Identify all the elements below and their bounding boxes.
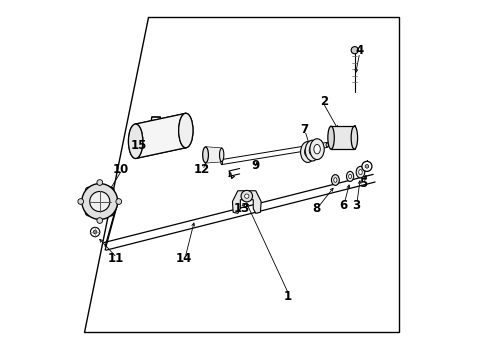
Ellipse shape xyxy=(326,143,329,147)
Circle shape xyxy=(362,161,372,171)
Text: 5: 5 xyxy=(359,177,368,190)
Text: 8: 8 xyxy=(313,202,321,215)
Text: 2: 2 xyxy=(320,95,328,108)
Circle shape xyxy=(91,227,100,237)
Ellipse shape xyxy=(128,124,143,158)
Polygon shape xyxy=(232,191,261,213)
Ellipse shape xyxy=(346,171,354,181)
Text: 12: 12 xyxy=(194,163,210,176)
Text: 1: 1 xyxy=(284,290,292,303)
Ellipse shape xyxy=(305,140,319,161)
Text: 14: 14 xyxy=(176,252,192,265)
Ellipse shape xyxy=(359,170,362,175)
Ellipse shape xyxy=(179,113,193,148)
Ellipse shape xyxy=(304,147,311,157)
Text: 15: 15 xyxy=(131,139,147,152)
Circle shape xyxy=(93,230,97,234)
Circle shape xyxy=(97,218,102,224)
Text: 7: 7 xyxy=(300,123,308,136)
Circle shape xyxy=(82,184,118,220)
Text: 4: 4 xyxy=(356,44,364,57)
Ellipse shape xyxy=(179,113,193,148)
Ellipse shape xyxy=(309,146,316,155)
Circle shape xyxy=(78,199,84,204)
Ellipse shape xyxy=(334,178,337,182)
Circle shape xyxy=(97,180,102,185)
Text: 10: 10 xyxy=(113,163,129,176)
Circle shape xyxy=(116,199,122,204)
Ellipse shape xyxy=(220,148,224,162)
Circle shape xyxy=(85,209,93,216)
Text: 9: 9 xyxy=(252,159,260,172)
Circle shape xyxy=(85,187,93,194)
Circle shape xyxy=(365,165,368,168)
Circle shape xyxy=(241,190,252,202)
Circle shape xyxy=(107,209,114,216)
Circle shape xyxy=(245,194,249,198)
Ellipse shape xyxy=(328,126,334,149)
Circle shape xyxy=(351,46,358,54)
Polygon shape xyxy=(331,126,354,149)
Ellipse shape xyxy=(314,144,320,154)
Circle shape xyxy=(107,187,114,194)
Ellipse shape xyxy=(356,166,365,178)
Ellipse shape xyxy=(203,147,208,163)
Polygon shape xyxy=(136,113,186,158)
Polygon shape xyxy=(84,17,399,332)
Text: 13: 13 xyxy=(233,202,249,215)
Ellipse shape xyxy=(349,174,351,179)
Ellipse shape xyxy=(310,139,324,159)
Text: 3: 3 xyxy=(352,199,360,212)
Text: 11: 11 xyxy=(108,252,124,265)
Ellipse shape xyxy=(351,126,358,149)
Polygon shape xyxy=(205,147,221,163)
Ellipse shape xyxy=(221,159,222,165)
Circle shape xyxy=(90,192,110,212)
Ellipse shape xyxy=(331,175,339,185)
Text: 6: 6 xyxy=(340,199,348,212)
Ellipse shape xyxy=(300,141,315,162)
Ellipse shape xyxy=(128,124,143,158)
